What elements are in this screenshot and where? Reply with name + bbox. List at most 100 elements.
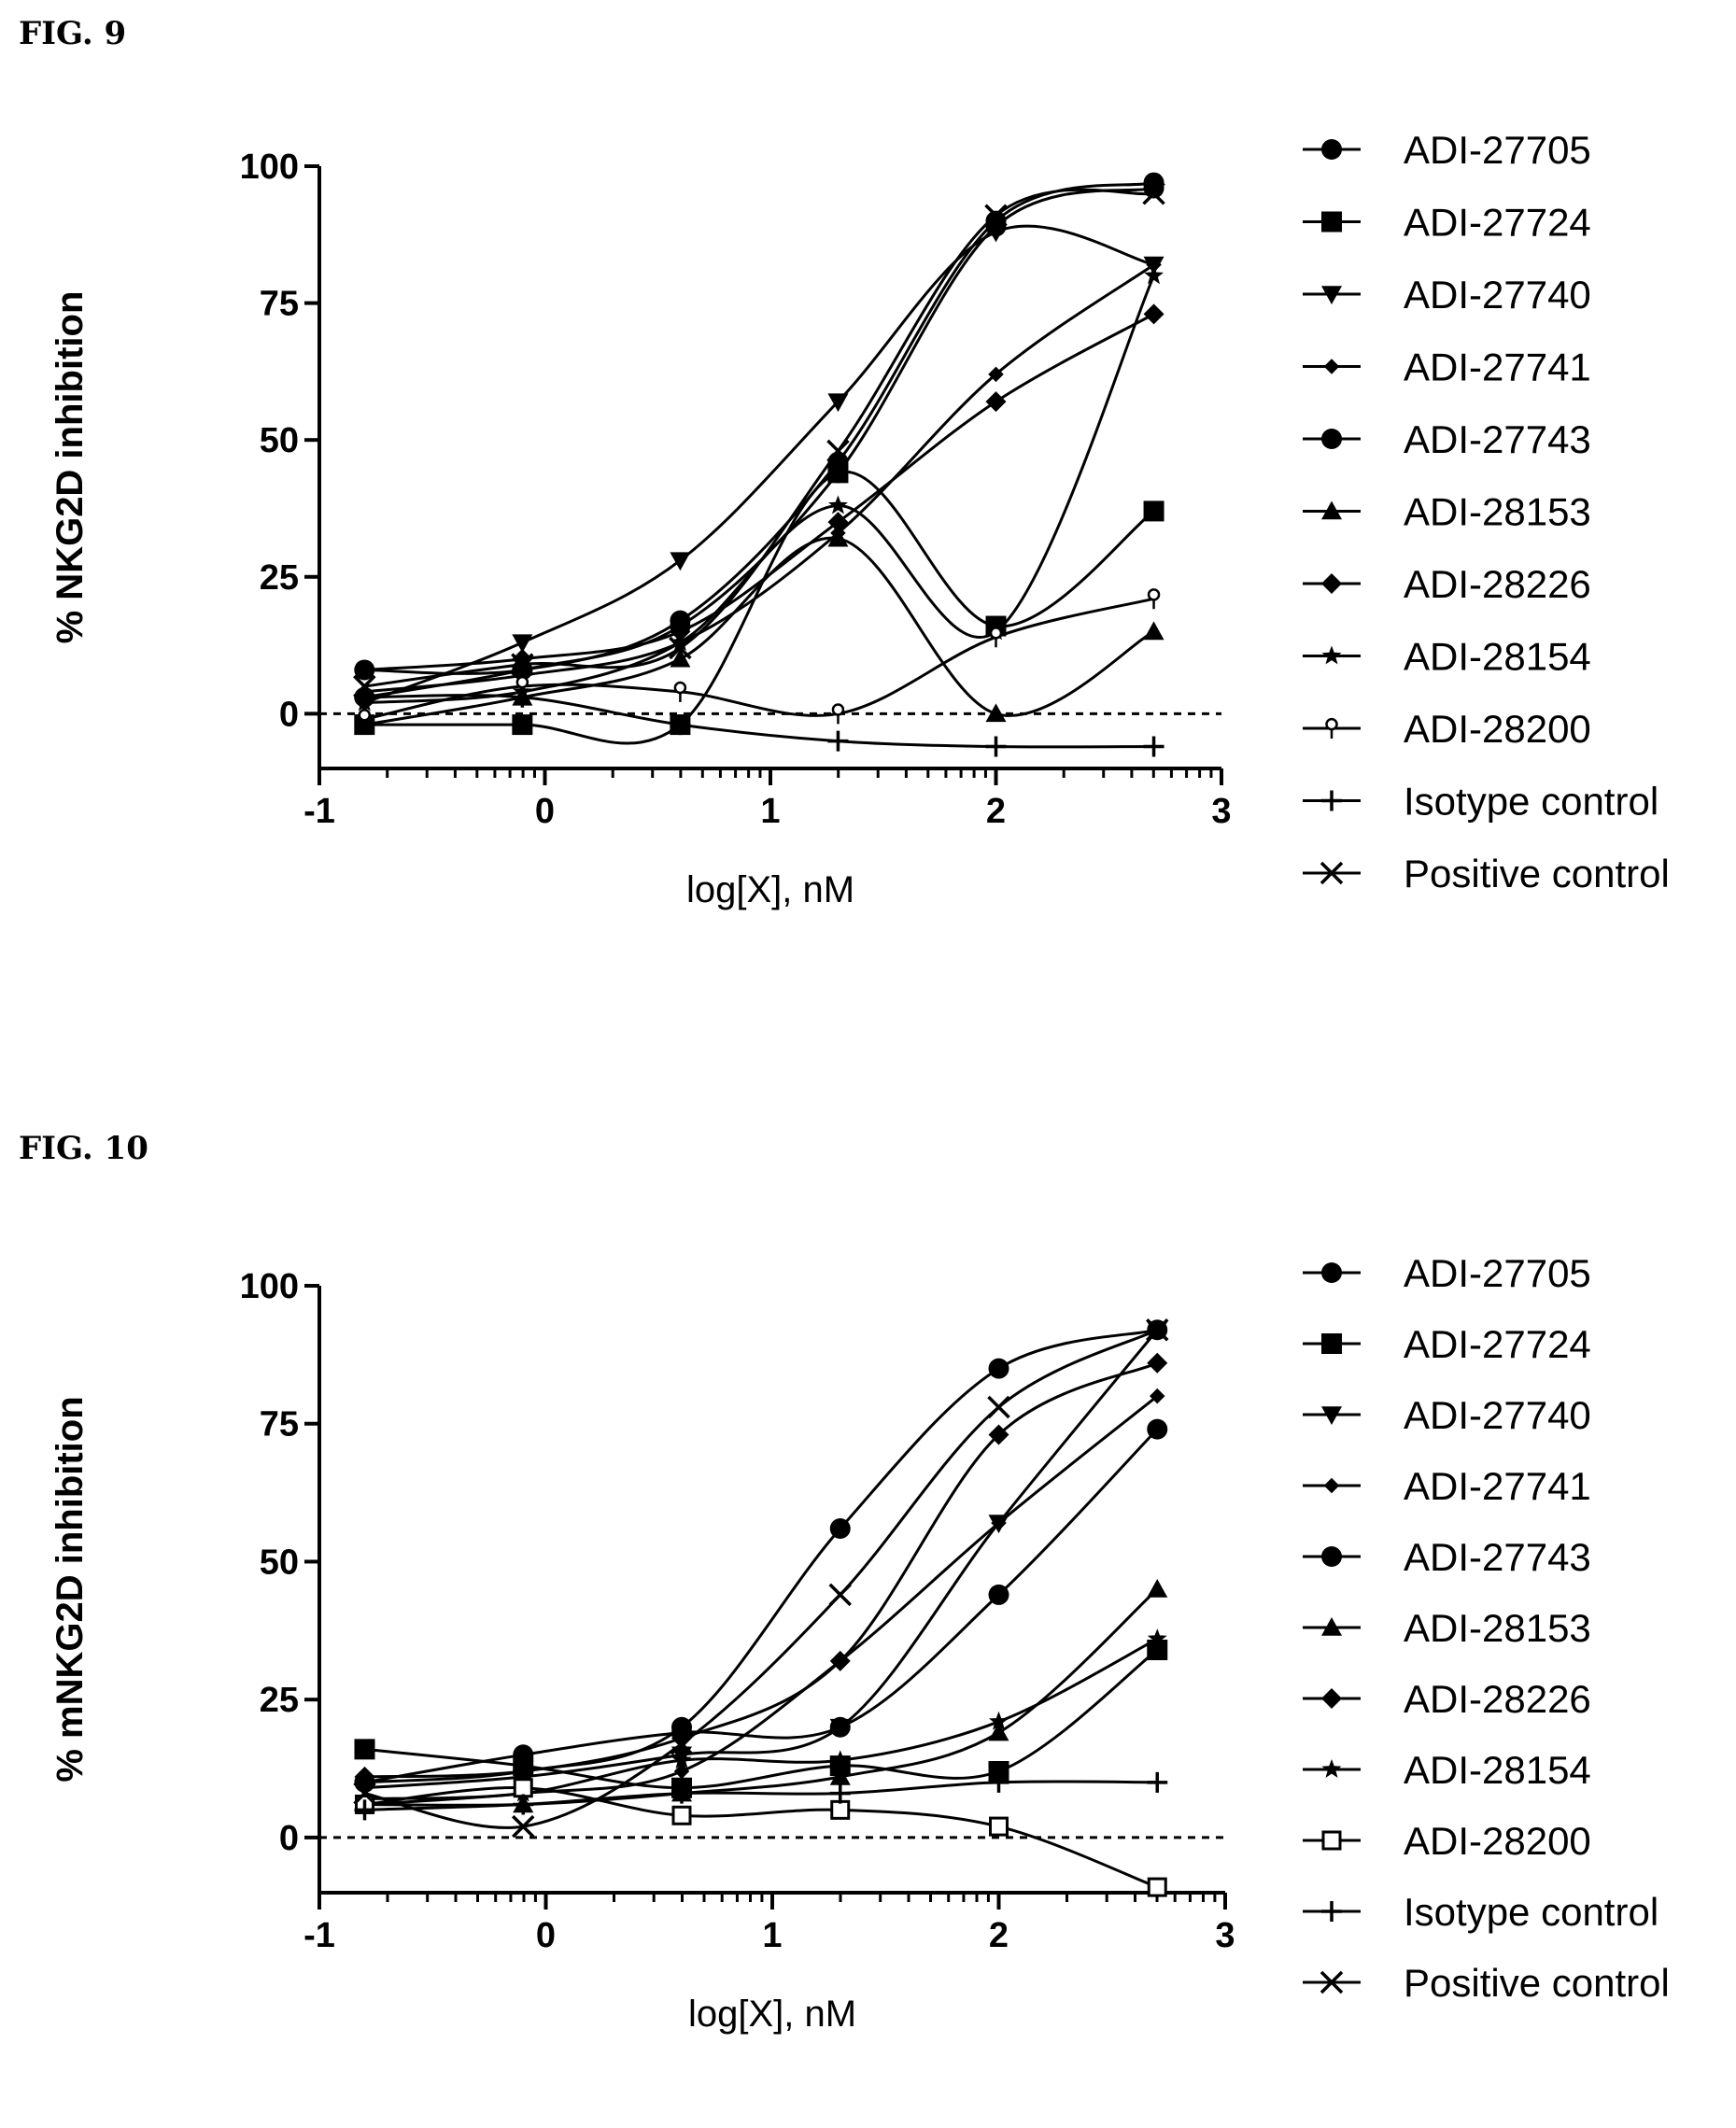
legend-marker	[1321, 429, 1342, 449]
data-point	[511, 653, 534, 676]
data-point	[1146, 257, 1162, 273]
figure-10-label: FIG. 10	[19, 1130, 148, 1167]
series-curve	[364, 1786, 1158, 1889]
legend-marker	[1325, 717, 1338, 739]
legend-label: Isotype control	[1404, 1890, 1658, 1934]
data-point	[354, 686, 375, 708]
data-point	[669, 636, 692, 660]
x-axis-label: log[X], nM	[686, 869, 854, 910]
series-10	[353, 1318, 1169, 1839]
data-point	[512, 714, 533, 736]
legend-item: ADI-27741	[1303, 1464, 1591, 1508]
legend-item: ADI-27743	[1303, 417, 1591, 461]
data-point	[985, 736, 1007, 757]
legend-marker	[1321, 500, 1342, 520]
figure-9-chart: 0 25 50 75 100 -1 0 1 2 3 log[X], nM % NKG2D inhibi…	[49, 128, 1670, 910]
data-point	[1143, 172, 1164, 193]
legend-label: ADI-27741	[1404, 345, 1591, 389]
series-9	[354, 686, 1164, 757]
data-point	[353, 1782, 376, 1805]
data-point	[830, 1750, 851, 1769]
x-tick-label: -1	[303, 792, 335, 831]
data-point	[829, 1716, 851, 1738]
data-point-head	[358, 709, 372, 722]
data-point	[670, 632, 690, 651]
legend-marker	[1321, 573, 1342, 594]
data-point	[1147, 1628, 1167, 1648]
x-tick-label: 0	[535, 792, 555, 831]
legend-label: ADI-27724	[1404, 1322, 1591, 1366]
series-curve	[364, 263, 1155, 694]
y-tick-label: 75	[260, 285, 299, 324]
data-point	[828, 495, 848, 514]
series-curve	[364, 1361, 1158, 1779]
y-tick-label: 50	[260, 421, 299, 460]
legend-label: Isotype control	[1404, 780, 1658, 824]
series-curve	[364, 1329, 1159, 1790]
y-tick-label: 25	[260, 558, 299, 598]
legend-marker	[1321, 1617, 1342, 1636]
data-point	[985, 210, 1007, 232]
data-point	[827, 512, 849, 533]
data-point	[354, 659, 375, 681]
data-point	[829, 1650, 851, 1671]
legend-label: ADI-27705	[1404, 1251, 1591, 1295]
legend-marker	[1320, 1970, 1344, 1994]
data-point	[1144, 265, 1164, 285]
legend-label: ADI-28153	[1404, 1606, 1591, 1650]
legend-item: Positive control	[1303, 1961, 1670, 2005]
legend-item: Positive control	[1303, 852, 1670, 895]
legend-item: Isotype control	[1303, 1890, 1658, 1934]
data-point	[671, 1750, 692, 1769]
x-axis-label: log[X], nM	[688, 1994, 856, 2035]
series-6	[354, 1352, 1168, 1787]
y-tick-label: 100	[240, 1267, 299, 1306]
series-2	[354, 223, 1164, 713]
data-point	[1143, 621, 1164, 641]
legend-item: ADI-28153	[1303, 1606, 1591, 1650]
data-point	[989, 1816, 1009, 1837]
legend-marker	[1321, 1759, 1342, 1778]
legend-item: ADI-27741	[1303, 345, 1591, 389]
legend-item: ADI-28226	[1303, 562, 1591, 606]
data-point	[988, 1584, 1009, 1605]
series-curve	[364, 1780, 1158, 1811]
data-point	[673, 681, 687, 702]
x-tick-label: 1	[760, 792, 780, 831]
data-point	[989, 1711, 1009, 1730]
series-curve	[363, 597, 1154, 721]
series-curve	[364, 1428, 1159, 1784]
data-point	[1147, 1771, 1168, 1793]
series-3	[357, 257, 1162, 700]
data-point	[354, 1766, 375, 1787]
data-point	[670, 621, 691, 642]
data-point-head	[1147, 588, 1161, 601]
data-point	[827, 528, 849, 547]
series-curve	[364, 312, 1155, 671]
data-point	[827, 730, 849, 752]
data-point	[1147, 1579, 1168, 1598]
x-tick-label: 0	[536, 1916, 556, 1955]
data-point-head	[673, 681, 687, 695]
x-tick-label: 3	[1215, 1916, 1235, 1955]
data-point	[671, 1805, 692, 1825]
x-tick-label: 1	[762, 1916, 782, 1955]
data-point	[829, 1783, 851, 1804]
data-point	[984, 204, 1008, 228]
data-point	[1147, 1418, 1168, 1440]
legend-label: ADI-27743	[1404, 417, 1591, 461]
data-point	[988, 366, 1004, 383]
y-tick-label: 75	[260, 1405, 299, 1445]
y-axis-label: % mNKG2D inhibition	[49, 1396, 91, 1782]
data-point-head	[515, 675, 529, 689]
y-tick-label: 0	[279, 695, 299, 734]
legend-item: ADI-28154	[1303, 635, 1591, 679]
data-point	[1146, 1318, 1169, 1342]
data-point	[1147, 588, 1161, 610]
data-point	[671, 1783, 692, 1804]
legend-label: ADI-28226	[1404, 562, 1591, 606]
data-point	[828, 1583, 852, 1607]
series-10	[353, 182, 1165, 698]
series-curve	[363, 224, 1154, 705]
data-point	[985, 391, 1007, 413]
